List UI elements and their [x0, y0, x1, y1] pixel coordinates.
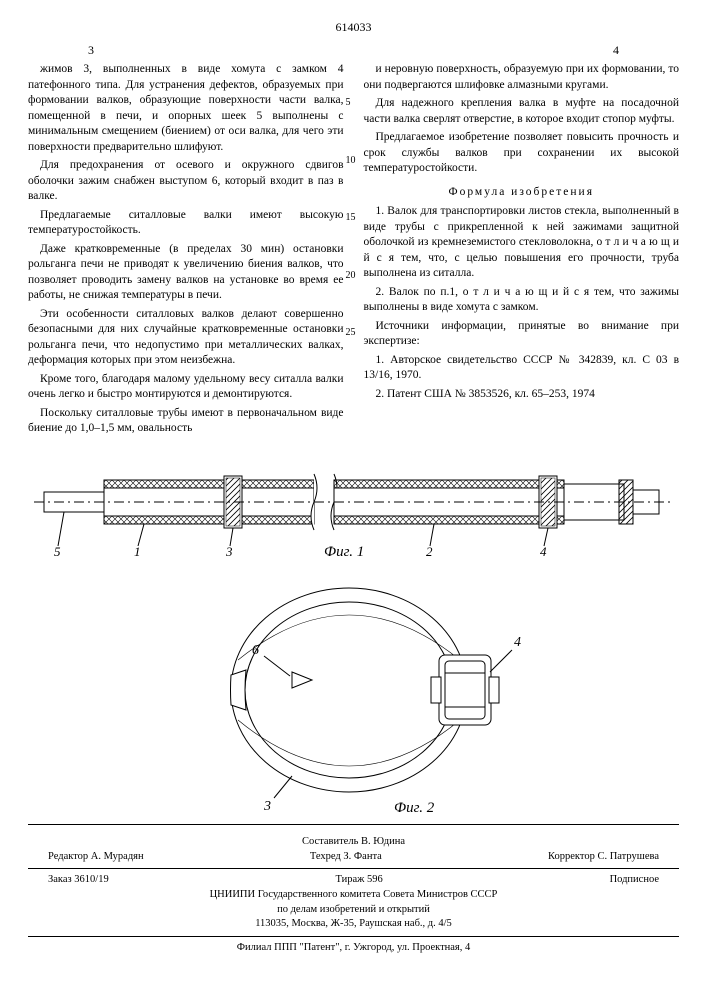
corrector: Корректор С. Патрушева — [548, 850, 659, 865]
left-column: жимов 3, выполненных в виде хомута с зам… — [28, 62, 344, 440]
ln: 10 — [346, 154, 356, 168]
fig1-c2: 2 — [426, 544, 433, 559]
org2: по делам изобретений и открытий — [28, 903, 679, 918]
addr: 113035, Москва, Ж-35, Раушская наб., д. … — [28, 917, 679, 932]
fig1-label: Фиг. 1 — [324, 544, 364, 560]
signed: Подписное — [610, 873, 659, 888]
fig1-c5: 5 — [54, 544, 61, 559]
para: Для предохранения от осевого и окружного… — [28, 158, 344, 205]
source: 2. Патент США № 3853526, кл. 65–253, 197… — [364, 387, 680, 403]
para: Даже кратковременные (в пределах 30 мин)… — [28, 242, 344, 304]
ln: 5 — [346, 96, 356, 110]
para: жимов 3, выполненных в виде хомута с зам… — [28, 62, 344, 155]
source: 1. Авторское свидетельство СССР № 342839… — [364, 353, 680, 384]
page-left: 3 — [88, 43, 94, 58]
ln: 15 — [346, 211, 356, 225]
sources-heading: Источники информации, принятые во вниман… — [364, 319, 680, 350]
ln: 25 — [346, 326, 356, 340]
editor: Редактор А. Мурадян — [48, 850, 144, 865]
para: Предлагаемое изобретение позволяет повыс… — [364, 130, 680, 177]
fig1-svg: 5 1 3 2 4 Фиг. 1 — [34, 450, 674, 560]
figures: 5 1 3 2 4 Фиг. 1 — [28, 450, 679, 820]
fig1-c3: 3 — [225, 544, 233, 559]
fig2-label: Фиг. 2 — [394, 800, 435, 816]
para: Поскольку ситалловые трубы имеют в перво… — [28, 406, 344, 437]
tirazh: Тираж 596 — [335, 873, 382, 888]
fig2-c6: 6 — [252, 643, 259, 658]
para: Эти особенности ситалловых валков делают… — [28, 307, 344, 369]
fig2-c4: 4 — [514, 635, 521, 650]
page-right: 4 — [613, 43, 619, 58]
para: и неровную поверхность, образуемую при и… — [364, 62, 680, 93]
fig2-svg: 6 4 3 Фиг. 2 — [174, 560, 534, 820]
compiler: Составитель В. Юдина — [28, 835, 679, 850]
claim: 1. Валок для транспортировки листов стек… — [364, 204, 680, 282]
para: Предлагаемые ситалловые валки имеют высо… — [28, 208, 344, 239]
fig1-c1: 1 — [134, 544, 141, 559]
ln: 20 — [346, 269, 356, 283]
fig1-c4: 4 — [540, 544, 547, 559]
claims-heading: Формула изобретения — [364, 185, 680, 201]
patent-number: 614033 — [28, 20, 679, 35]
para: Для надежного крепления валка в муфте на… — [364, 96, 680, 127]
right-column: и неровную поверхность, образуемую при и… — [364, 62, 680, 440]
biblio-block: Составитель В. Юдина Редактор А. Мурадян… — [28, 835, 679, 956]
para: Кроме того, благодаря малому удельному в… — [28, 372, 344, 403]
techred: Техред З. Фанта — [310, 850, 382, 865]
printer: Филиал ППП "Патент", г. Ужгород, ул. Про… — [28, 941, 679, 956]
order: Заказ 3610/19 — [48, 873, 109, 888]
claim: 2. Валок по п.1, о т л и ч а ю щ и й с я… — [364, 285, 680, 316]
org1: ЦНИИПИ Государственного комитета Совета … — [28, 888, 679, 903]
fig2-c3: 3 — [263, 799, 271, 814]
line-markers: 5 10 15 20 25 — [346, 62, 356, 340]
